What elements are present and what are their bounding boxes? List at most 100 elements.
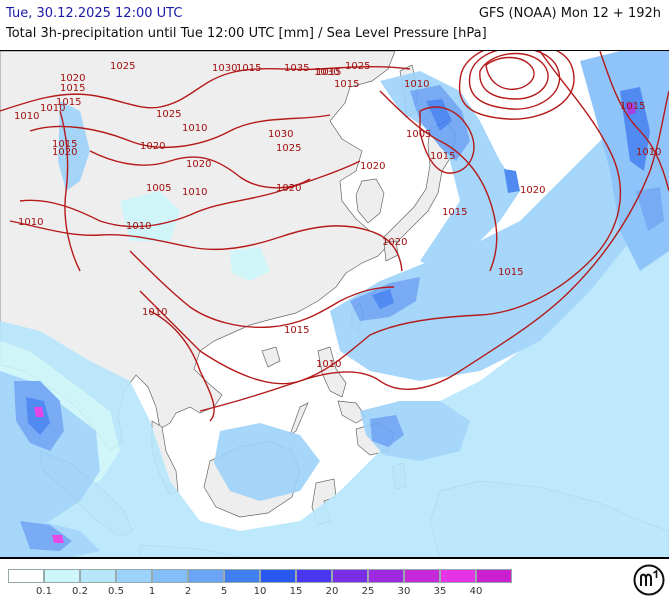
isobar-label: 1030	[212, 63, 237, 74]
isobar-line	[0, 65, 411, 112]
isobar-line	[9, 220, 403, 272]
precip-china-west	[120, 191, 180, 241]
legend-label: 1	[148, 586, 156, 597]
isobar-layer	[0, 51, 669, 422]
isobar-label: 1015	[620, 101, 645, 112]
valid-time: Tue, 30.12.2025 12:00 UTC	[6, 6, 183, 21]
meteoblue-logo-icon	[633, 564, 665, 596]
isobar-line	[485, 56, 535, 90]
isobar-label: 1025	[345, 61, 370, 72]
legend-swatch	[332, 569, 368, 583]
isobar-line	[419, 106, 475, 174]
land-visayas	[337, 400, 367, 424]
land-hainan	[261, 346, 281, 368]
land-korea	[355, 178, 385, 224]
precip-heavy-south	[20, 521, 72, 551]
isobar-label: 1030	[268, 129, 293, 140]
legend-swatch	[80, 569, 116, 583]
precip-med-borneo	[214, 423, 320, 501]
legend-label: 0.1	[36, 586, 52, 597]
isobar-label: 1010	[126, 221, 151, 232]
model-run: GFS (NOAA) Mon 12 + 192h	[478, 6, 661, 21]
precip-core-ne	[504, 169, 520, 193]
isobar-label: 1015	[52, 139, 77, 150]
isobar-label: 1015	[498, 267, 523, 278]
isobar-label: 1020	[382, 237, 407, 248]
precip-light-sw	[0, 141, 669, 557]
isobar-label: 1010	[142, 307, 167, 318]
precip-far-east-magenta	[626, 103, 636, 115]
weather-map: 1010 1015 1020 1025 1030 1035 1030 1025 …	[0, 50, 669, 559]
precip-band-east	[330, 71, 669, 381]
isobar-label: 1010	[636, 147, 661, 158]
isobar-label: 1005	[406, 129, 431, 140]
isobar-line	[29, 114, 331, 149]
legend-label: 30	[397, 586, 411, 597]
isobar-line	[199, 90, 669, 412]
isobar-line	[458, 51, 575, 120]
legend-swatch	[224, 569, 260, 583]
isobar-line	[19, 160, 361, 228]
legend-swatch	[8, 569, 44, 583]
isobar-label: 1010	[14, 111, 39, 122]
isobar-label: 1035	[284, 63, 309, 74]
isobar-label: 1030	[314, 67, 339, 78]
isobar-line	[468, 51, 561, 110]
legend-label: 2	[184, 586, 192, 597]
map-canvas: 1010 1015 1020 1025 1030 1035 1030 1025 …	[0, 51, 669, 557]
isobar-label: 1015	[236, 63, 261, 74]
isobar-label: 1020	[520, 185, 545, 196]
isobar-label: 1020	[360, 161, 385, 172]
legend-label: 40	[469, 586, 483, 597]
isobar-label: 1020	[186, 159, 211, 170]
legend-swatch	[188, 569, 224, 583]
legend-label: 15	[289, 586, 303, 597]
legend-swatch	[152, 569, 188, 583]
isobar-label: 1010	[18, 217, 43, 228]
legend-swatch	[260, 569, 296, 583]
isobar-label: 1015	[442, 207, 467, 218]
isobar-label: 1015	[56, 97, 81, 108]
isobar-line	[479, 52, 549, 100]
precip-china-inland	[58, 101, 90, 191]
legend-label: 0.5	[108, 586, 124, 597]
legend-swatch	[116, 569, 152, 583]
precip-china-south	[230, 247, 270, 281]
isobar-label: 1010	[182, 123, 207, 134]
isobar-line	[129, 250, 395, 329]
isobar-label: 1005	[146, 183, 171, 194]
precip-layer	[0, 51, 669, 557]
legend-label: 0.2	[72, 586, 88, 597]
precip-core-east	[372, 289, 394, 309]
isobar-label: 1010	[40, 103, 65, 114]
legend-swatch	[368, 569, 404, 583]
precip-magenta-south	[52, 535, 64, 543]
isobar-label: 1025	[276, 143, 301, 154]
isobar-label: 1015	[430, 151, 455, 162]
isobar-label: 1015	[334, 79, 359, 90]
legend-swatch	[44, 569, 80, 583]
isobar-label: 1015	[284, 325, 309, 336]
map-header: Tue, 30.12.2025 12:00 UTC GFS (NOAA) Mon…	[0, 0, 669, 50]
isobar-label: 1010	[316, 359, 341, 370]
isobar-line	[599, 51, 669, 192]
precip-far-east-east	[636, 187, 664, 231]
legend-swatch	[404, 569, 440, 583]
precip-magenta-sumatra	[34, 407, 44, 417]
legend-label: 20	[325, 586, 339, 597]
isobar-label: 1015	[60, 83, 85, 94]
legend-swatch	[296, 569, 332, 583]
legend-label: 5	[220, 586, 228, 597]
isobar-label: 1025	[110, 61, 135, 72]
isobar-label: 1020	[60, 73, 85, 84]
isobar-label: 1010	[404, 79, 429, 90]
land-luzon	[317, 346, 347, 398]
isobar-line	[89, 150, 311, 189]
isobar-line	[59, 110, 81, 272]
land-palawan	[289, 402, 309, 436]
legend-label: 35	[433, 586, 447, 597]
map-description: Total 3h-precipitation until Tue 12:00 U…	[6, 26, 487, 41]
isobar-label: 1015	[316, 67, 341, 78]
isobar-labels: 1010 1015 1020 1025 1030 1035 1030 1025 …	[14, 61, 661, 370]
isobar-line	[149, 310, 215, 422]
